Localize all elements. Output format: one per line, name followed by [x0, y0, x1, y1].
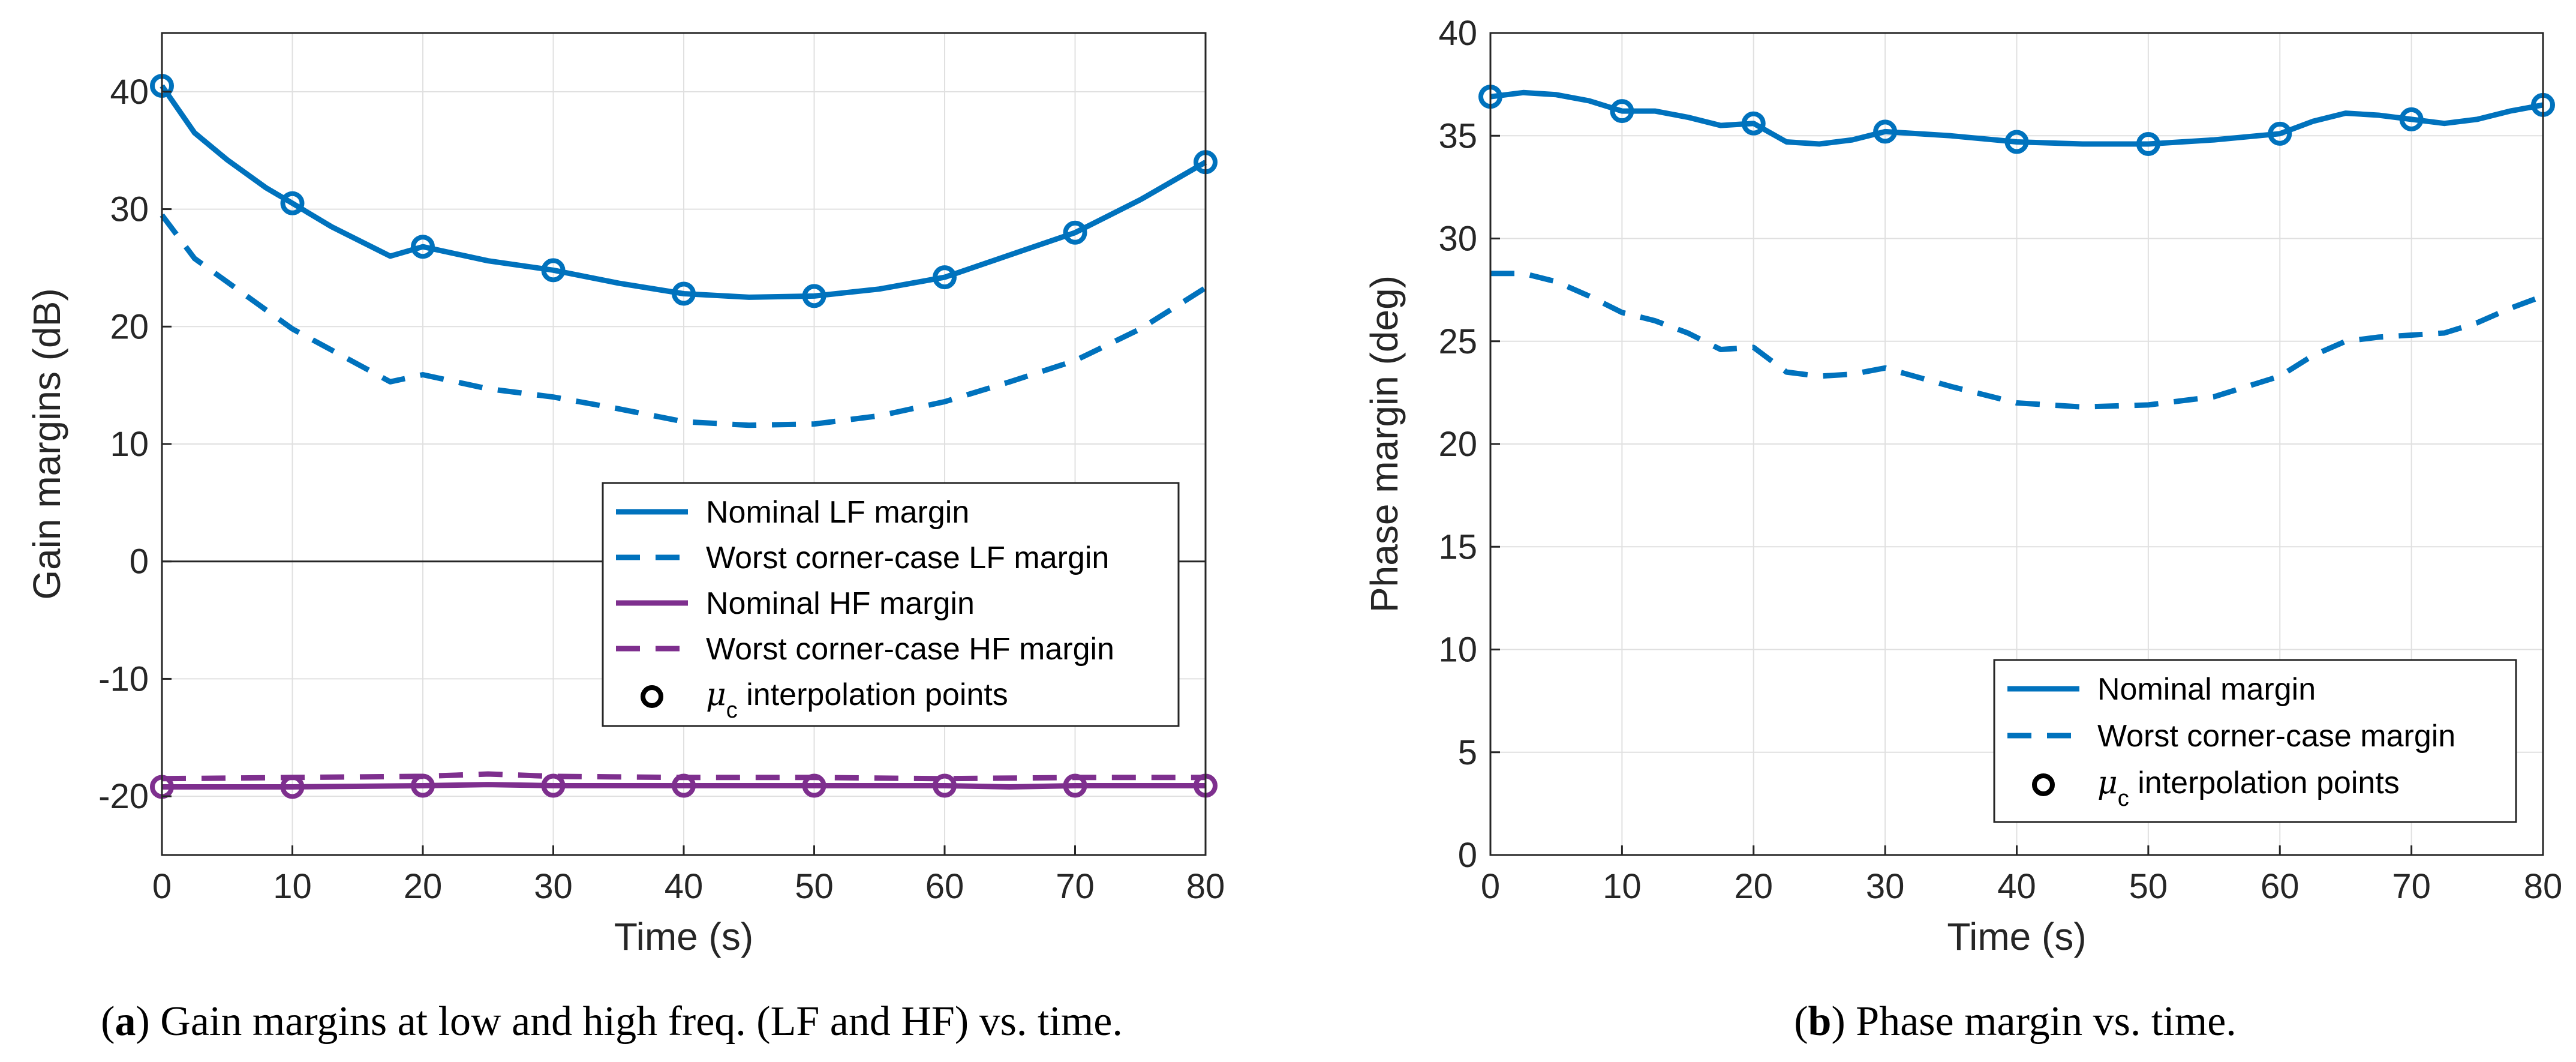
panel-b-interp-marker: [2399, 107, 2424, 131]
panel-a-legend-marker-swatch: [641, 685, 663, 708]
panel-b-caption: (b) Phase margin vs. time.: [1794, 998, 2237, 1045]
panel-a-series-1-line: [160, 213, 1207, 428]
panel-b-ytick-label: 20: [1438, 425, 1477, 464]
panel-a-legend-box: [602, 482, 1180, 727]
panel-a-interp-marker: [1063, 220, 1087, 245]
gain-margin-chart: 0 10 20 30 40 50 60 70 80 -20 -10 0 10 20 30 40 Time (s)…: [25, 32, 1225, 1045]
panel-b-ytick-label: 0: [1458, 836, 1477, 875]
panel-a-interp-marker: [411, 235, 435, 259]
panel-b-legend-label-2: μc interpolation points: [2097, 765, 2400, 811]
panel-a-ytick-label: -10: [98, 659, 149, 698]
panel-a-xtick-label: 70: [1056, 867, 1095, 906]
panel-a-ytick-label: 30: [110, 190, 149, 229]
panel-b-ytick-label: 15: [1438, 527, 1477, 566]
panel-b-legend-label-0: Nominal margin: [2097, 672, 2316, 707]
panel-b-series-1-line: [1490, 271, 2544, 410]
panel-b-xtick-label: 50: [2129, 867, 2168, 906]
panel-b-interp-marker: [1610, 99, 1634, 124]
panel-b-ytick-label: 35: [1438, 116, 1477, 155]
panel-b-ytick-label: 10: [1438, 631, 1477, 670]
panel-b-interp-marker: [2004, 130, 2029, 154]
panel-b-interp-marker: [1741, 111, 1766, 136]
panel-a-series-2-line: [162, 782, 1206, 790]
panel-a-xtick-label: 30: [534, 867, 573, 906]
panel-a-interp-marker: [802, 773, 826, 798]
panel-b-xtick-label: 60: [2261, 867, 2300, 906]
panel-a-interp-marker: [933, 265, 957, 290]
panel-b-xtick-label: 20: [1734, 867, 1773, 906]
panel-a-xtick-label: 80: [1186, 867, 1225, 906]
panel-a-interp-marker: [541, 258, 566, 283]
panel-a-xtick-label: 10: [273, 867, 312, 906]
panel-a-ytick-label: 0: [130, 542, 149, 581]
panel-b-interp-marker: [1873, 119, 1898, 144]
phase-margin-chart: 0 10 20 30 40 50 60 70 80 0 5 10 15 20 25 30 35 40 Time (s…: [1363, 14, 2562, 1045]
panel-b-interp-marker: [2136, 131, 2160, 156]
panel-b-interp-marker: [2268, 121, 2292, 146]
panel-a-series-0-line: [160, 84, 1207, 300]
panel-b-legend-label-1: Worst corner-case margin: [2097, 719, 2455, 754]
panel-a-legend-label-2: Nominal HF margin: [706, 586, 975, 621]
panel-b-ytick-label: 25: [1438, 322, 1477, 361]
panel-a-interp-marker: [280, 191, 305, 215]
panel-a-legend-label-1: Worst corner-case LF margin: [706, 541, 1109, 575]
panel-b-legend-marker-swatch: [2032, 773, 2055, 796]
panel-a-legend-label-4: μc interpolation points: [706, 677, 1008, 723]
panel-a-xtick-label: 20: [404, 867, 443, 906]
panel-a-series-3-line: [161, 771, 1206, 782]
panel-b-xtick-label: 70: [2392, 867, 2431, 906]
panel-a-interp-marker: [1063, 773, 1087, 798]
panel-a-xtick-label: 60: [925, 867, 964, 906]
panel-a-ytick-label: 40: [110, 73, 149, 112]
panel-b-ytick-label: 30: [1438, 220, 1477, 259]
panel-a-interp-marker: [541, 773, 566, 798]
panel-b-ytick-label: 40: [1438, 14, 1477, 53]
panel-a-interp-marker: [933, 773, 957, 798]
panel-a-interp-marker: [802, 284, 826, 308]
panel-a-x-axis-label: Time (s): [614, 915, 753, 958]
panel-a-interp-marker: [672, 773, 696, 798]
panel-b-xtick-label: 10: [1603, 867, 1642, 906]
panel-a-interp-marker: [280, 775, 305, 799]
panel-a-ytick-label: 20: [110, 307, 149, 346]
panel-a-ytick-label: -20: [98, 777, 149, 816]
panel-b-xtick-label: 30: [1866, 867, 1905, 906]
panel-b-xtick-label: 80: [2524, 867, 2563, 906]
panel-b-y-axis-label: Phase margin (deg): [1363, 275, 1406, 613]
panel-a-legend-label-3: Worst corner-case HF margin: [706, 632, 1114, 667]
panel-b-xtick-label: 0: [1481, 867, 1500, 906]
panel-a-interp-marker: [411, 773, 435, 798]
panel-b-xtick-label: 40: [1997, 867, 2036, 906]
panel-a-xtick-label: 0: [152, 867, 172, 906]
panel-a-legend-label-0: Nominal LF margin: [706, 495, 969, 530]
panel-a-y-axis-label: Gain margins (dB): [25, 288, 68, 599]
panel-a-xtick-label: 50: [795, 867, 834, 906]
panel-a-caption: (a) Gain margins at low and high freq. (…: [101, 998, 1123, 1045]
panel-a-interp-marker: [672, 281, 696, 306]
panel-b-x-axis-label: Time (s): [1947, 915, 2086, 958]
panel-a-xtick-label: 40: [665, 867, 704, 906]
panel-a-ytick-label: 10: [110, 425, 149, 464]
panel-b-legend-box: [1993, 659, 2517, 823]
panel-b-ytick-label: 5: [1458, 733, 1477, 772]
